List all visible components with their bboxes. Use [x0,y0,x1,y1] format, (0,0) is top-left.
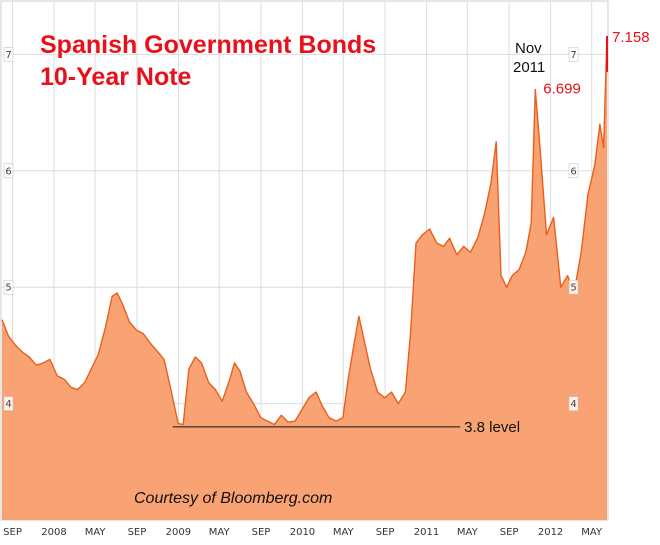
x-tick-5: MAY [209,527,231,538]
y-axis-ticks: 4 4 5 5 6 6 7 7 [3,47,579,411]
annotations: 3.8 level Nov 2011 6.699 7.158 [172,29,650,436]
chart-title-line-2: 10-Year Note [40,63,192,91]
nov-2011-value-label: 6.699 [543,80,581,97]
y-tick-7-right: 7 [570,50,576,61]
y-tick-4-left: 4 [5,399,11,410]
y-tick-5-left: 5 [5,283,11,294]
nov-2011-label-month: Nov [515,40,542,57]
y-tick-box-7-left [3,47,14,62]
x-tick-10: 2011 [414,527,439,538]
latest-value-label: 7.158 [612,29,650,46]
credit-text: Courtesy of Bloomberg.com [134,490,332,507]
level-label: 3.8 level [464,419,520,436]
yield-line [1,35,608,426]
x-tick-13: 2012 [538,527,563,538]
x-axis-ticks: SEP 2008 MAY SEP 2009 MAY SEP 2010 MAY SEP 2011 MAY… [3,527,603,538]
x-tick-2: MAY [85,527,107,538]
y-tick-5-right: 5 [570,283,576,294]
x-tick-6: SEP [252,527,271,538]
x-tick-9: SEP [376,527,395,538]
y-tick-box-6-right [568,163,579,179]
x-tick-14: MAY [581,527,603,538]
y-tick-box-5-left [3,279,14,295]
x-tick-7: 2010 [290,527,315,538]
yield-area [2,36,607,520]
chart-title-line-1: Spanish Government Bonds [40,31,376,59]
y-tick-4-right: 4 [570,399,576,410]
nov-2011-label-year: 2011 [513,59,545,76]
y-tick-box-4-right [568,396,579,411]
x-tick-12: SEP [500,527,519,538]
x-tick-1: 2008 [41,527,66,538]
y-tick-box-6-left [3,163,14,179]
x-tick-4: 2009 [166,527,191,538]
x-tick-11: MAY [457,527,479,538]
x-tick-3: SEP [128,527,147,538]
y-tick-box-5-right [568,279,579,295]
y-tick-7-left: 7 [5,50,11,61]
x-tick-8: MAY [333,527,355,538]
area-layer [1,35,608,520]
chart-title: Spanish Government Bonds 10-Year Note [40,31,376,91]
x-tick-0: SEP [3,527,22,538]
y-tick-6-left: 6 [5,166,11,177]
y-tick-box-4-left [3,396,14,411]
y-tick-6-right: 6 [570,166,576,177]
y-tick-box-7-right [568,47,579,62]
